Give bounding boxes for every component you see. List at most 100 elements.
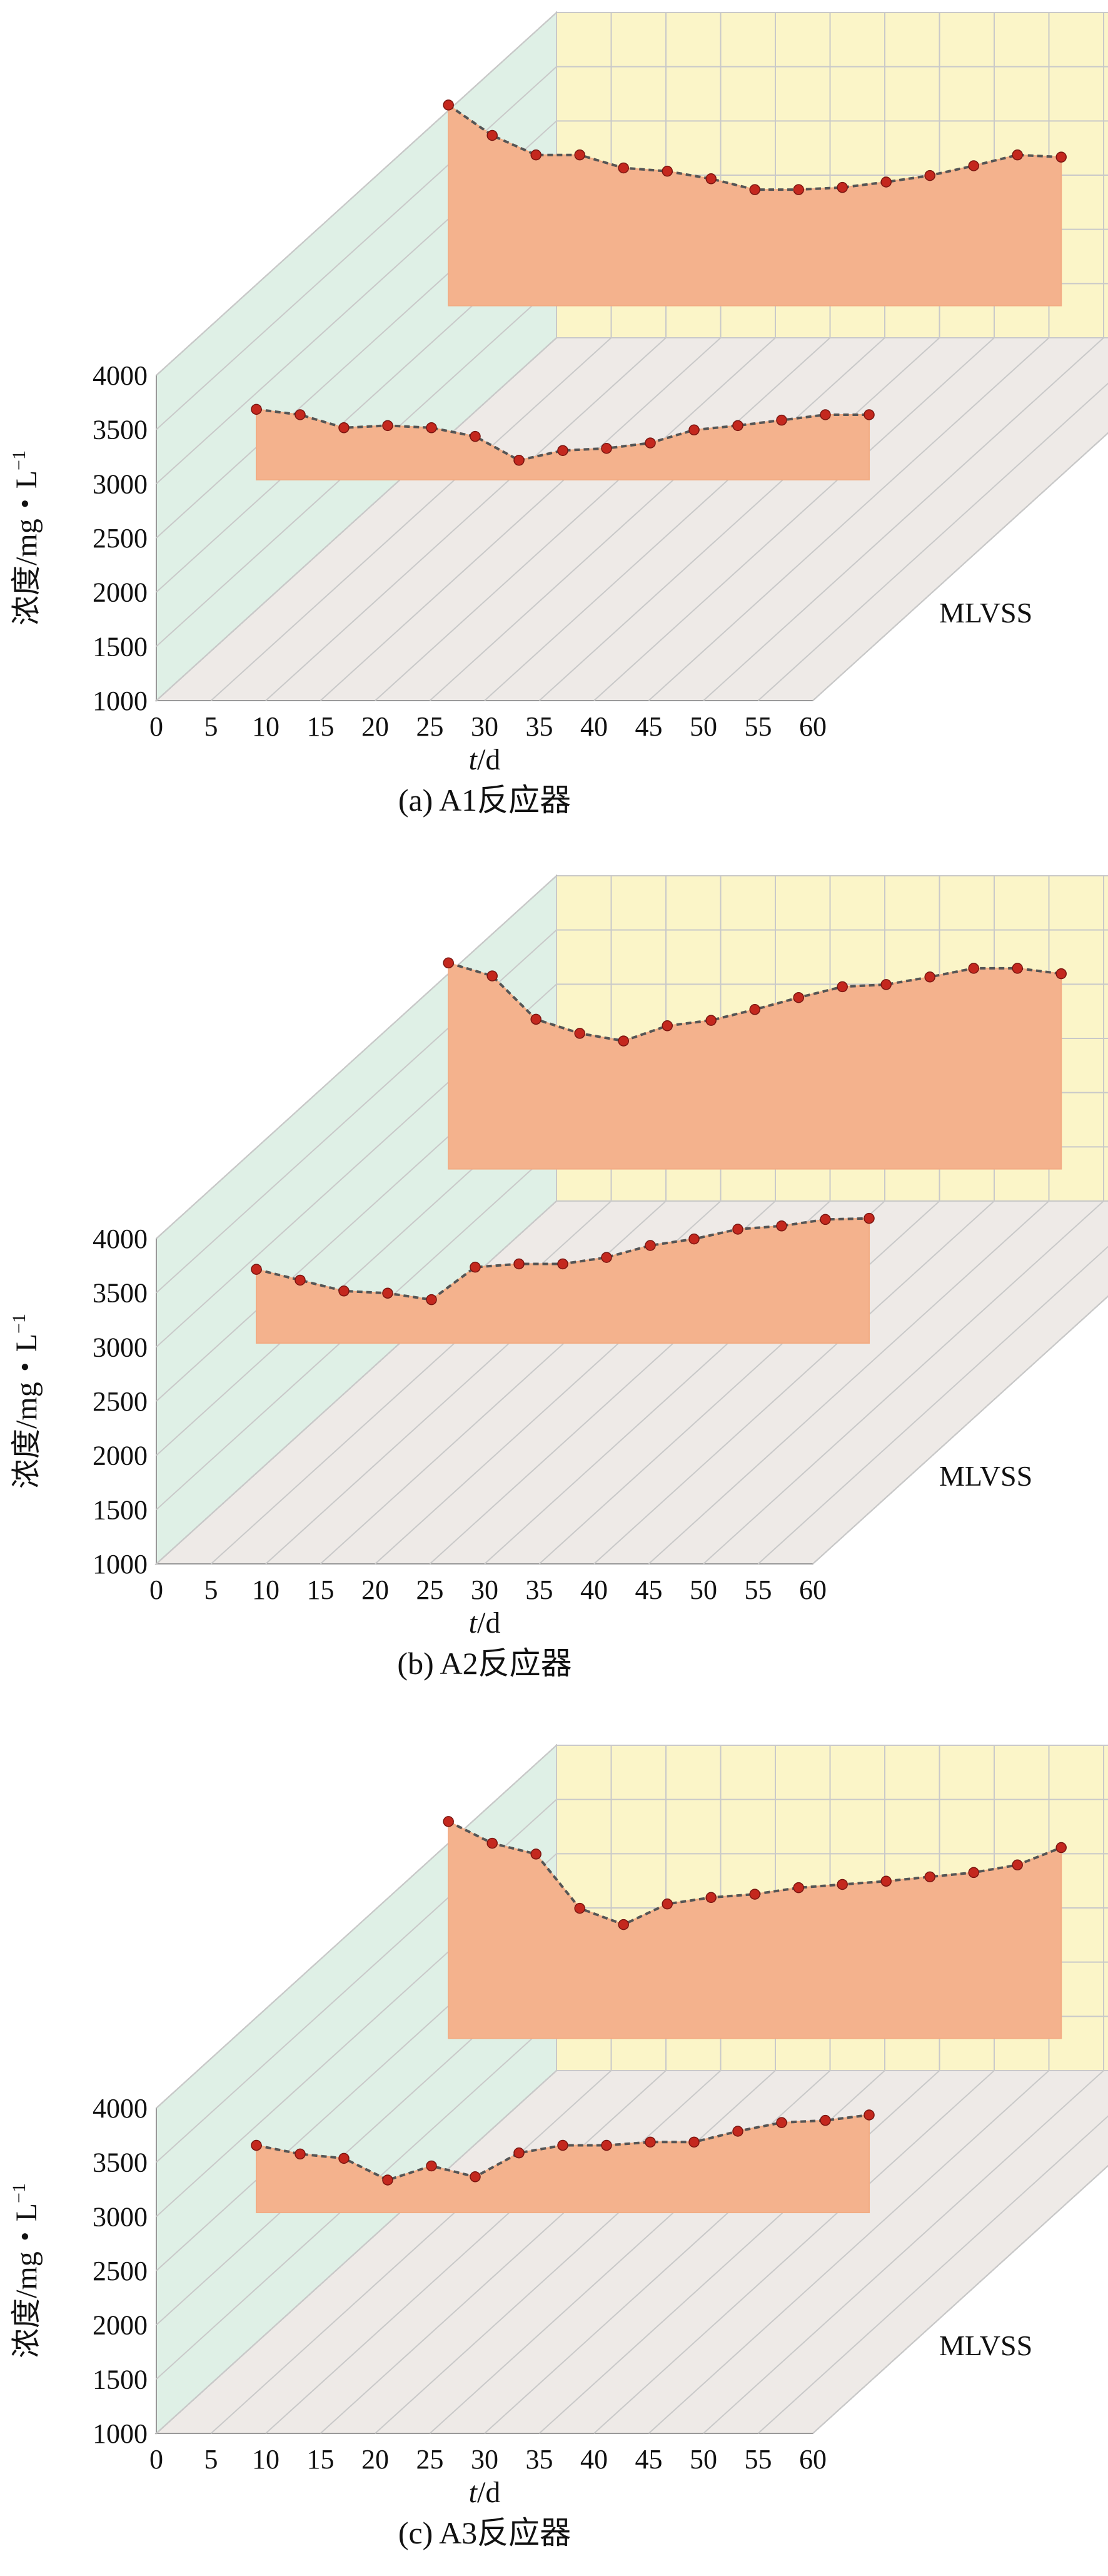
x-tick-label: 35 (526, 711, 553, 742)
floor-grid-line (593, 2070, 995, 2434)
y-tick-label: 2000 (93, 577, 148, 608)
y-tick-label: 3000 (93, 1332, 148, 1362)
y-tick-label: 3000 (93, 469, 148, 499)
data-point (338, 1285, 350, 1297)
side-grid-line (156, 1200, 557, 1564)
data-point (776, 414, 787, 426)
data-point (443, 1816, 454, 1827)
data-point (645, 1240, 656, 1251)
data-point (749, 184, 760, 195)
y-axis-label-superscript: −1 (9, 1314, 29, 1334)
data-point (924, 170, 935, 181)
ribbon-mlvss (251, 1212, 875, 1344)
data-point (251, 2139, 262, 2151)
x-axis-label: t/d (469, 1606, 501, 1640)
y-tick-label: 1000 (93, 2418, 148, 2449)
data-point (793, 184, 804, 195)
data-point (530, 1013, 541, 1025)
data-point (645, 2136, 656, 2148)
data-point (574, 149, 585, 161)
data-point (880, 176, 892, 188)
side-grid-line (156, 66, 557, 430)
x-tick-label: 5 (204, 711, 218, 742)
y-tick-label: 1500 (93, 1494, 148, 1525)
x-tick-label: 45 (635, 2444, 663, 2475)
data-point (426, 1294, 437, 1306)
x-tick-label: 50 (690, 711, 717, 742)
side-grid-line (156, 337, 557, 701)
data-point (470, 2171, 481, 2183)
y-tick-label: 2000 (93, 2310, 148, 2341)
y-tick-label: 2500 (93, 2256, 148, 2286)
data-point (426, 422, 437, 434)
data-point (295, 409, 306, 420)
data-point (732, 1224, 743, 1235)
floor-grid-line (210, 337, 612, 701)
data-point (486, 1837, 498, 1849)
data-point (968, 963, 979, 974)
x-tick-label: 55 (745, 711, 772, 742)
data-point (1012, 963, 1023, 974)
x-tick-label: 30 (471, 711, 498, 742)
data-point (513, 1258, 525, 1270)
data-point (837, 1879, 848, 1890)
side-grid-line (156, 2070, 557, 2434)
x-axis-label-var: t (469, 2476, 478, 2509)
data-point (688, 1233, 700, 1245)
floor-grid-line (703, 337, 1104, 701)
data-point (1055, 151, 1067, 163)
y-tick-label: 2500 (93, 1386, 148, 1417)
data-point (557, 445, 568, 456)
floor-grid-line (538, 337, 940, 701)
chart-panel-2: MLSSMLVSS0510152025303540455055601000150… (9, 874, 1108, 1681)
series-line-mlvss (256, 408, 869, 462)
floor-grid-line (703, 1200, 1104, 1564)
data-point (557, 2139, 568, 2151)
x-tick-label: 30 (471, 1575, 498, 1605)
x-axis-label-unit: /d (477, 1606, 500, 1640)
side-grid-line (156, 1745, 557, 2109)
x-tick-label: 50 (690, 2444, 717, 2475)
data-point (1055, 968, 1067, 980)
y-axis-label-text: 浓度/mg・L (10, 2203, 43, 2358)
x-tick-label: 35 (526, 1575, 553, 1605)
data-point (924, 1871, 935, 1883)
ribbon-mlvss (251, 2109, 875, 2213)
x-axis-label-var: t (469, 1606, 478, 1640)
y-tick-label: 4000 (93, 1224, 148, 1254)
floor-grid-line (757, 382, 1108, 701)
data-point (864, 409, 875, 420)
data-point (968, 160, 979, 171)
panel-caption: (b) A2反应器 (397, 1646, 572, 1681)
x-tick-label: 55 (745, 2444, 772, 2475)
data-point (618, 1919, 629, 1930)
data-point (705, 173, 717, 185)
data-point (705, 1015, 717, 1026)
x-tick-label: 30 (471, 2444, 498, 2475)
data-point (688, 424, 700, 436)
x-tick-label: 40 (580, 2444, 608, 2475)
ribbon-mlss (443, 99, 1067, 307)
y-tick-label: 2500 (93, 523, 148, 554)
y-axis-label: 浓度/mg・L−1 (9, 450, 43, 626)
y-axis-label-text: 浓度/mg・L (10, 470, 43, 626)
data-point (618, 162, 629, 174)
floor-grid-line (210, 1200, 612, 1564)
x-tick-label: 40 (580, 1575, 608, 1605)
floor-grid-line (375, 337, 776, 701)
data-point (382, 1287, 393, 1299)
x-tick-label: 45 (635, 1575, 663, 1605)
x-tick-label: 60 (799, 711, 827, 742)
x-tick-label: 40 (580, 711, 608, 742)
data-point (470, 1261, 481, 1273)
y-tick-label: 3500 (93, 415, 148, 445)
data-point (820, 2114, 831, 2126)
data-point (530, 149, 541, 161)
data-point (864, 2109, 875, 2121)
side-grid-line (156, 875, 557, 1239)
data-point (820, 409, 831, 420)
floor-grid-line (320, 2070, 722, 2434)
data-point (251, 1264, 262, 1275)
data-point (382, 2174, 393, 2186)
